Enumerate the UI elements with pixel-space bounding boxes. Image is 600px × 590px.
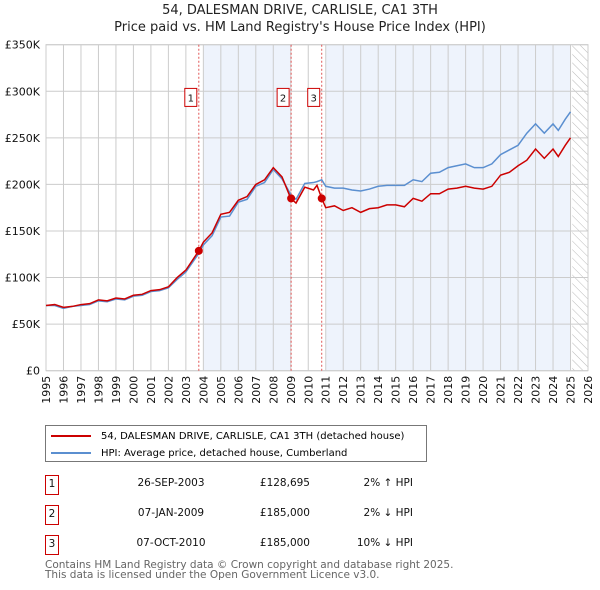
x-tick-label: 2025 (565, 376, 578, 404)
x-tick-label: 2001 (145, 376, 158, 404)
legend: 54, DALESMAN DRIVE, CARLISLE, CA1 3TH (d… (45, 425, 427, 462)
transaction-hpi-diff: 10% ↓ HPI (356, 537, 413, 549)
sale-marker-label: 2 (280, 93, 286, 104)
transaction-hpi-diff: 2% ↑ HPI (363, 477, 413, 489)
chart-title: 54, DALESMAN DRIVE, CARLISLE, CA1 3TH (162, 3, 438, 18)
x-tick-label: 2018 (442, 376, 455, 404)
y-tick-label: £250K (5, 132, 41, 145)
x-tick-label: 2012 (337, 376, 350, 404)
x-tick-label: 2010 (302, 376, 315, 404)
sale-marker-box (184, 87, 198, 107)
transaction-date: 26-SEP-2003 (137, 477, 205, 489)
x-tick-label: 2002 (162, 376, 175, 404)
legend-item-hpi: HPI: Average price, detached house, Cumb… (51, 445, 347, 461)
legend-label-price: 54, DALESMAN DRIVE, CARLISLE, CA1 3TH (d… (101, 430, 405, 442)
hpi-line (46, 111, 572, 310)
x-tick-label: 2013 (355, 376, 368, 404)
x-tick-label: 1998 (92, 376, 105, 404)
x-tick-label: 2016 (407, 376, 420, 404)
x-tick-label: 2000 (127, 376, 140, 404)
x-tick-label: 2022 (512, 376, 525, 404)
x-tick-label: 2024 (547, 376, 560, 404)
plot-frame (45, 44, 589, 372)
transaction-price: £128,695 (259, 477, 310, 489)
sale-point (287, 194, 296, 203)
legend-item-price: 54, DALESMAN DRIVE, CARLISLE, CA1 3TH (d… (51, 428, 404, 444)
y-tick-label: £50K (12, 318, 41, 331)
transaction-date: 07-OCT-2010 (136, 537, 206, 549)
sale-point (194, 246, 203, 255)
x-tick-label: 2007 (250, 376, 263, 404)
x-tick-label: 2019 (460, 376, 473, 404)
x-tick-label: 2020 (477, 376, 490, 404)
x-tick-label: 2006 (232, 376, 245, 404)
x-tick-label: 2011 (320, 376, 333, 404)
legend-swatch-hpi (51, 452, 91, 454)
transaction-marker: 2 (45, 505, 59, 525)
footer-copyright: Contains HM Land Registry data © Crown c… (45, 559, 454, 571)
transaction-marker: 3 (45, 535, 59, 555)
x-tick-label: 2014 (372, 376, 385, 404)
legend-swatch-price (51, 435, 91, 437)
x-tick-label: 2026 (582, 376, 595, 404)
shaded-region (203, 44, 291, 371)
price-chart: 1995 1996 1997 1998 1999 2000 2001 2002 2003 2004… (5, 39, 595, 404)
x-tick-label: 2005 (215, 376, 228, 404)
transaction-price: £185,000 (259, 507, 310, 519)
transaction-hpi-diff: 2% ↓ HPI (363, 507, 413, 519)
transaction-date: 07-JAN-2009 (137, 507, 205, 519)
transaction-row: 1 26-SEP-2003 £128,695 2% ↑ HPI (45, 475, 445, 497)
legend-label-hpi: HPI: Average price, detached house, Cumb… (101, 447, 348, 459)
sale-point (317, 194, 326, 203)
y-tick-label: £300K (5, 85, 41, 98)
forecast-hatch (572, 44, 588, 371)
y-tick-label: £200K (5, 178, 41, 191)
sale-marker-box (276, 87, 290, 107)
chart-subtitle: Price paid vs. HM Land Registry's House … (114, 20, 486, 35)
footer: Contains HM Land Registry data © Crown c… (45, 559, 454, 581)
transaction-marker: 1 (45, 475, 59, 495)
transaction-price: £185,000 (259, 537, 310, 549)
price-line (45, 137, 572, 309)
y-tick-label: £100K (5, 272, 41, 285)
x-tick-label: 2017 (425, 376, 438, 404)
x-tick-label: 2021 (495, 376, 508, 404)
transaction-row: 2 07-JAN-2009 £185,000 2% ↓ HPI (45, 505, 445, 527)
sale-marker-label: 3 (311, 93, 317, 104)
x-tick-label: 2003 (180, 376, 193, 404)
y-tick-label: £150K (5, 225, 41, 238)
footer-licence: This data is licensed under the Open Gov… (45, 569, 380, 581)
y-tick-label: £350K (5, 39, 41, 52)
x-tick-label: 2004 (197, 376, 210, 404)
x-tick-label: 1995 (40, 376, 53, 404)
x-tick-label: 1997 (75, 376, 88, 404)
x-tick-label: 1999 (110, 376, 123, 404)
transaction-row: 3 07-OCT-2010 £185,000 10% ↓ HPI (45, 535, 445, 557)
x-tick-label: 2008 (267, 376, 280, 404)
x-tick-label: 2009 (285, 376, 298, 404)
y-tick-label: £0 (26, 365, 40, 378)
x-tick-label: 1996 (57, 376, 70, 404)
x-tick-label: 2015 (390, 376, 403, 404)
sale-marker-label: 1 (188, 93, 194, 104)
x-tick-label: 2023 (530, 376, 543, 404)
sale-marker-box (307, 87, 321, 107)
